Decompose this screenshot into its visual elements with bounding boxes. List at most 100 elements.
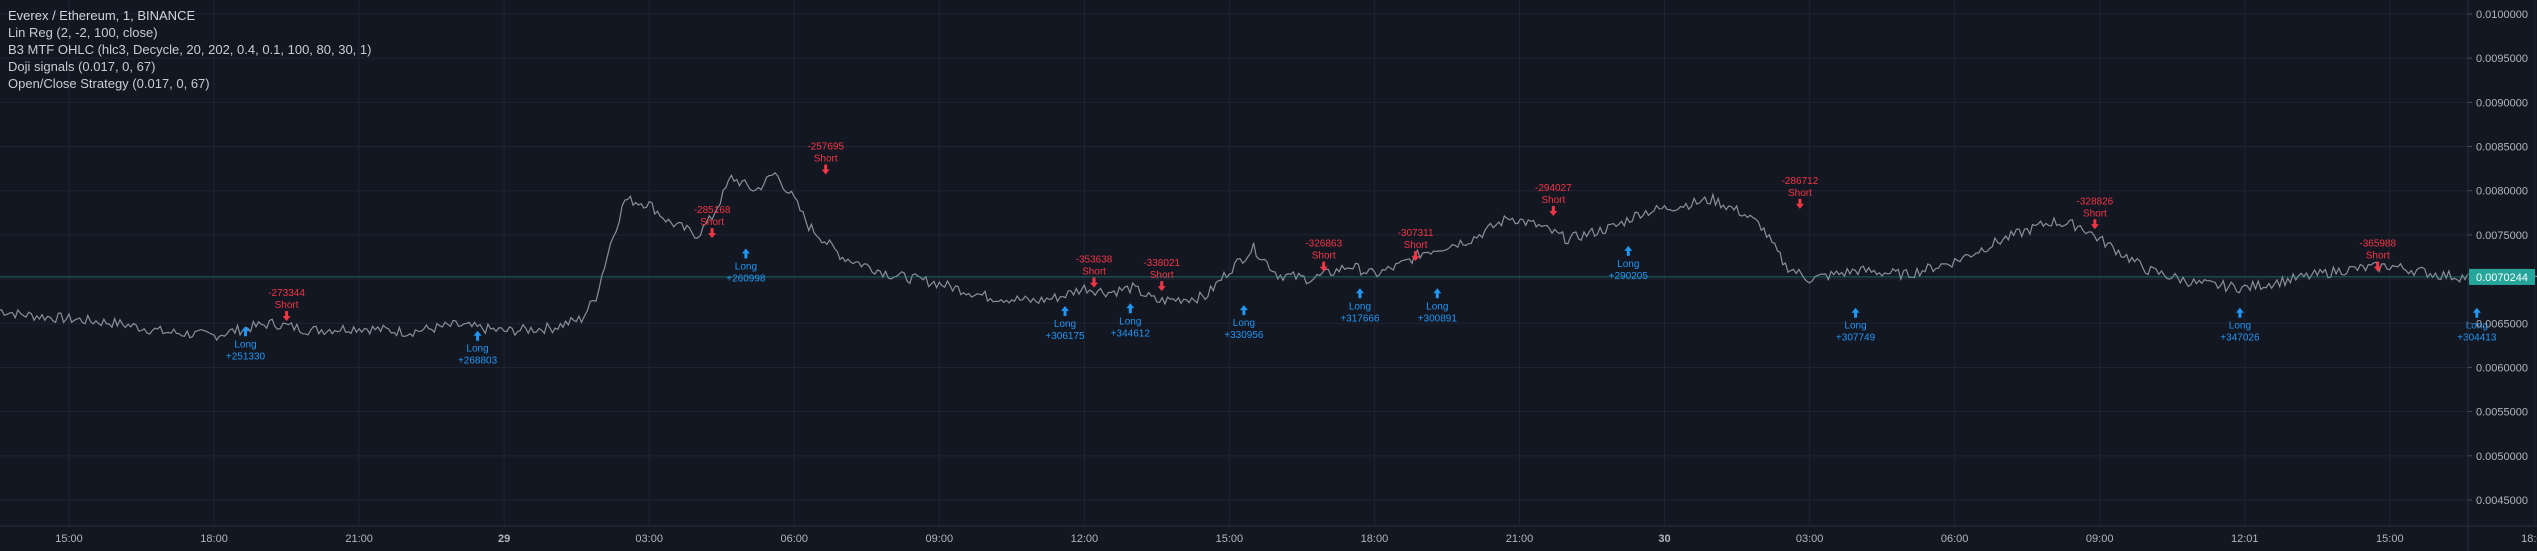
long-label: Long xyxy=(735,262,757,273)
time-tick-label: 15:00 xyxy=(55,533,83,545)
long-arrow-icon xyxy=(1126,303,1135,314)
short-signal[interactable]: Short-328826 xyxy=(2077,196,2114,230)
long-signal[interactable]: Long+307749 xyxy=(1836,307,1876,344)
long-label: Long xyxy=(466,344,488,355)
last-price-value: 0.0070244 xyxy=(2476,272,2528,284)
long-label: Long xyxy=(2229,321,2251,332)
short-signal[interactable]: Short-307311 xyxy=(1398,228,1434,262)
short-arrow-icon xyxy=(1549,206,1558,217)
long-value: +300891 xyxy=(1418,313,1458,324)
time-tick-label: 21:00 xyxy=(345,533,373,545)
short-arrow-icon xyxy=(1157,281,1166,292)
long-arrow-icon xyxy=(473,330,482,341)
short-value: -365988 xyxy=(2359,239,2396,250)
long-signal[interactable]: Long+330956 xyxy=(1224,305,1264,341)
short-value: -273344 xyxy=(268,288,305,299)
symbol-title[interactable]: Everex / Ethereum, 1, BINANCE xyxy=(8,8,196,23)
long-arrow-icon xyxy=(2472,307,2481,318)
short-arrow-icon xyxy=(1795,198,1804,209)
time-tick-label: 18:00 xyxy=(1361,533,1389,545)
indicator-doji[interactable]: Doji signals (0.017, 0, 67) xyxy=(8,59,156,74)
time-tick-label: 09:00 xyxy=(2086,533,2114,545)
short-label: Short xyxy=(2366,251,2390,262)
short-signal[interactable]: Short-338021 xyxy=(1143,258,1180,292)
last-price-tag: 0.0070244 xyxy=(2469,268,2535,285)
long-arrow-icon xyxy=(1851,307,1860,318)
long-signal[interactable]: Long+304413 xyxy=(2457,307,2497,344)
time-axis[interactable]: 15:00 18:00 21:00 29 03:00 06:00 09:00 12:00 15:… xyxy=(0,525,2537,545)
short-signal[interactable]: Short-294027 xyxy=(1535,183,1572,217)
indicator-lin-reg[interactable]: Lin Reg (2, -2, 100, close) xyxy=(8,25,158,40)
time-tick-label: 06:00 xyxy=(1941,533,1969,545)
short-arrow-icon xyxy=(2090,219,2099,230)
short-value: -307311 xyxy=(1398,228,1434,239)
time-tick-label: 12:01 xyxy=(2231,533,2259,545)
strategy-open-close[interactable]: Open/Close Strategy (0.017, 0, 67) xyxy=(8,76,210,91)
short-signal[interactable]: Short-326863 xyxy=(1305,239,1342,272)
price-tick-label: 0.0080000 xyxy=(2476,186,2528,198)
long-value: +344612 xyxy=(1111,328,1151,339)
long-signal[interactable]: Long+300891 xyxy=(1418,288,1458,324)
short-value: -326863 xyxy=(1305,239,1342,250)
time-tick-label: 09:00 xyxy=(926,533,954,545)
long-signal[interactable]: Long+251330 xyxy=(226,326,266,362)
long-arrow-icon xyxy=(741,248,750,259)
short-arrow-icon xyxy=(1411,251,1420,262)
long-signal[interactable]: Long+347026 xyxy=(2220,307,2260,344)
long-value: +347026 xyxy=(2220,333,2260,344)
short-arrow-icon xyxy=(708,228,717,239)
long-signal[interactable]: Long+344612 xyxy=(1111,303,1151,339)
last-price-tag-bg xyxy=(2469,268,2535,285)
time-tick-label: 15:00 xyxy=(2376,533,2404,545)
long-label: Long xyxy=(1844,321,1866,332)
long-label: Long xyxy=(1233,318,1255,329)
short-arrow-icon xyxy=(1090,277,1099,288)
short-label: Short xyxy=(275,300,299,311)
price-line xyxy=(0,171,2537,342)
price-tick-label: 0.0045000 xyxy=(2476,495,2528,507)
long-value: +317666 xyxy=(1340,313,1380,324)
short-label: Short xyxy=(1541,195,1565,206)
long-signal[interactable]: Long+268803 xyxy=(458,330,498,367)
short-signal[interactable]: Short-257695 xyxy=(807,141,844,175)
grid-lines xyxy=(0,0,2536,526)
long-value: +290205 xyxy=(1609,271,1649,282)
time-tick-label: 12:00 xyxy=(1071,533,1099,545)
time-tick-label: 30 xyxy=(1658,533,1670,545)
price-axis[interactable]: 0.0100000 0.0095000 0.0090000 0.0085000 0.00… xyxy=(2467,0,2535,551)
short-label: Short xyxy=(1150,270,1174,281)
time-tick-label: 18:02 xyxy=(2521,533,2537,545)
time-tick-label: 21:00 xyxy=(1506,533,1534,545)
price-tick-label: 0.0090000 xyxy=(2476,97,2528,109)
long-signal[interactable]: Long+260998 xyxy=(726,248,766,285)
short-signal[interactable]: Short-285168 xyxy=(694,205,731,239)
long-value: +260998 xyxy=(726,274,766,285)
long-arrow-icon xyxy=(1355,288,1364,299)
short-arrow-icon xyxy=(282,311,291,322)
long-value: +304413 xyxy=(2457,333,2497,344)
short-signal[interactable]: Short-365988 xyxy=(2359,239,2396,272)
signal-markers: Long+251330Short-273344Long+268803Short-… xyxy=(226,141,2497,366)
time-tick-label: 15:00 xyxy=(1216,533,1244,545)
long-signal[interactable]: Long+306175 xyxy=(1045,305,1085,342)
long-arrow-icon xyxy=(1061,305,1070,316)
long-value: +330956 xyxy=(1224,330,1264,341)
long-signal[interactable]: Long+317666 xyxy=(1340,288,1380,324)
long-signal[interactable]: Long+290205 xyxy=(1609,245,1649,282)
short-label: Short xyxy=(2083,208,2107,219)
short-signal[interactable]: Short-353638 xyxy=(1076,255,1113,288)
short-label: Short xyxy=(814,153,838,164)
long-arrow-icon xyxy=(1433,288,1442,299)
short-label: Short xyxy=(1312,251,1336,262)
short-signal[interactable]: Short-273344 xyxy=(268,288,305,322)
short-arrow-icon xyxy=(2373,261,2382,272)
short-signal[interactable]: Short-286712 xyxy=(1782,176,1819,209)
long-value: +307749 xyxy=(1836,333,1876,344)
indicator-b3-mtf[interactable]: B3 MTF OHLC (hlc3, Decycle, 20, 202, 0.4… xyxy=(8,42,372,57)
time-tick-label: 03:00 xyxy=(1796,533,1824,545)
price-tick-label: 0.0075000 xyxy=(2476,230,2528,242)
long-label: Long xyxy=(1617,259,1639,270)
long-arrow-icon xyxy=(1239,305,1248,316)
